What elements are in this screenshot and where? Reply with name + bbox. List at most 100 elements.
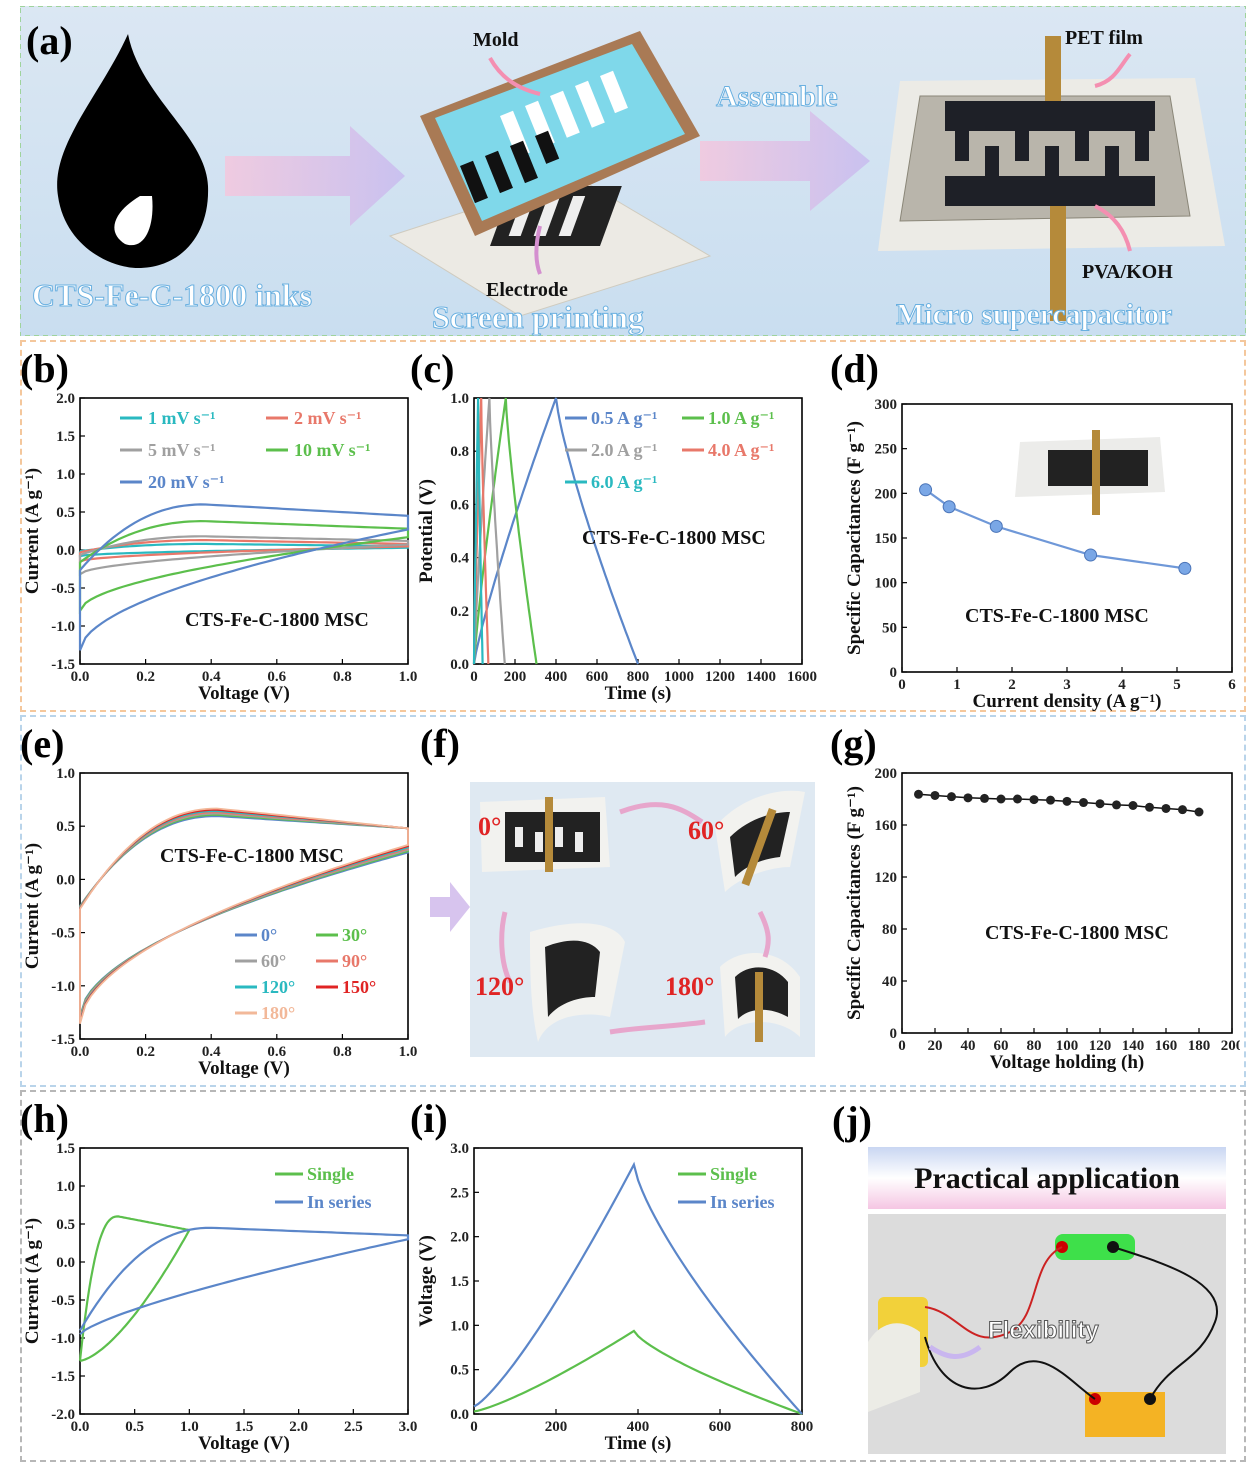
panel-j: (j) Practical application Flexibility bbox=[832, 1098, 1226, 1454]
y-tick-label: 2.0 bbox=[56, 391, 75, 407]
x-tick-label: 1400 bbox=[746, 669, 776, 685]
y-tick-label: 0.0 bbox=[450, 657, 469, 673]
y-axis-label: Voltage (V) bbox=[416, 1235, 437, 1327]
electrode-label: Electrode bbox=[486, 279, 568, 301]
data-point bbox=[1029, 795, 1039, 805]
x-tick-label: 3 bbox=[1063, 677, 1071, 693]
x-axis-label: Time (s) bbox=[605, 683, 672, 704]
x-axis-label: Voltage (V) bbox=[198, 1433, 290, 1454]
chart-c: (c) 0 200 400 600 800 1000 1200 1400 1600 0.0 0.2 0.… bbox=[410, 346, 817, 704]
arrow-to-assembly bbox=[700, 111, 870, 211]
x-tick-label: 2.0 bbox=[289, 1419, 308, 1435]
chart-b: (b) 0.0 0.2 0.4 0.6 0.8 1.0 -1.5 -1.0 -0.5 0.0 0.5 1… bbox=[20, 346, 417, 704]
y-tick-label: 0.0 bbox=[56, 872, 75, 888]
x-tick-label: 0.8 bbox=[333, 1044, 352, 1060]
data-point bbox=[1079, 798, 1088, 808]
x-tick-label: 200 bbox=[545, 1419, 568, 1435]
x-tick-label: 1.5 bbox=[235, 1419, 254, 1435]
x-tick-label: 200 bbox=[504, 669, 527, 685]
x-tick-label: 1 bbox=[953, 677, 961, 693]
x-tick-label: 0.4 bbox=[202, 1044, 221, 1060]
y-tick-label: 0.4 bbox=[450, 551, 469, 567]
x-tick-label: 0.6 bbox=[267, 669, 286, 685]
screen-printing-illustration bbox=[388, 31, 712, 317]
x-tick-label: 5 bbox=[1173, 677, 1181, 693]
panel-c-label: (c) bbox=[410, 346, 454, 391]
x-tick-label: 120 bbox=[1089, 1038, 1112, 1054]
angle-120: 120° bbox=[475, 972, 524, 1001]
y-tick-label: 1.0 bbox=[56, 1179, 75, 1195]
chart-h: (h) 0.0 0.5 1.0 1.5 2.0 2.5 3.0 -2.0 -1.5 -1.0 -0.5… bbox=[20, 1096, 417, 1454]
legend-entry: 60° bbox=[261, 951, 286, 971]
legend-entry: 1.0 A g⁻¹ bbox=[708, 408, 774, 428]
data-point bbox=[980, 793, 989, 803]
black-wire-2 bbox=[1112, 1246, 1218, 1400]
y-axis-label: Current (A g⁻¹) bbox=[22, 468, 43, 594]
legend-entry: Single bbox=[307, 1164, 354, 1184]
device-flat bbox=[480, 797, 610, 872]
mold-label: Mold bbox=[473, 29, 519, 51]
pva-koh-label: PVA/KOH bbox=[1082, 261, 1173, 283]
x-tick-label: 0 bbox=[470, 669, 478, 685]
x-axis-label: Time (s) bbox=[605, 1433, 672, 1454]
data-point bbox=[989, 519, 1003, 533]
plot-frame bbox=[473, 1147, 803, 1415]
x-tick-label: 0 bbox=[898, 1038, 906, 1054]
y-tick-label: 0 bbox=[890, 665, 898, 681]
legend-entry: In series bbox=[307, 1192, 372, 1212]
arrow-to-printing bbox=[225, 126, 405, 226]
x-tick-label: 600 bbox=[586, 669, 609, 685]
x-tick-label: 1200 bbox=[705, 669, 735, 685]
chart-annotation: CTS-Fe-C-1800 MSC bbox=[185, 609, 369, 631]
y-tick-label: 1.0 bbox=[450, 391, 469, 407]
x-tick-label: 2.5 bbox=[344, 1419, 363, 1435]
y-tick-label: 50 bbox=[882, 620, 897, 636]
data-point bbox=[1161, 803, 1171, 813]
legend-entry: 20 mV s⁻¹ bbox=[148, 472, 225, 492]
data-point bbox=[1084, 548, 1098, 562]
y-tick-label: -1.0 bbox=[51, 619, 75, 635]
data-point bbox=[1095, 799, 1105, 809]
stability-line bbox=[918, 793, 1200, 813]
x-axis-label: Voltage (V) bbox=[198, 683, 290, 704]
x-tick-label: 200 bbox=[1221, 1038, 1240, 1054]
panel-a-label: (a) bbox=[26, 18, 73, 63]
chart-annotation: CTS-Fe-C-1800 MSC bbox=[985, 922, 1169, 944]
practical-title: Practical application bbox=[914, 1162, 1180, 1195]
x-tick-label: 0.5 bbox=[125, 1419, 144, 1435]
x-axis-label: Voltage (V) bbox=[198, 1058, 290, 1079]
panel-f-label: (f) bbox=[420, 721, 460, 766]
pet-film-label: PET film bbox=[1065, 27, 1143, 49]
x-tick-label: 0.2 bbox=[136, 1044, 155, 1060]
data-point bbox=[996, 794, 1006, 804]
y-tick-label: -1.5 bbox=[51, 1369, 75, 1385]
led-board bbox=[1055, 1234, 1135, 1260]
legend-entry: 2 mV s⁻¹ bbox=[294, 408, 362, 428]
data-point bbox=[1046, 795, 1055, 805]
legend-entry: 180° bbox=[261, 1003, 295, 1023]
x-axis-label: Current density (A g⁻¹) bbox=[972, 691, 1161, 712]
y-tick-label: 150 bbox=[875, 531, 898, 547]
x-tick-label: 1000 bbox=[664, 669, 694, 685]
practical-title-box bbox=[868, 1147, 1226, 1209]
data-point bbox=[1013, 794, 1022, 804]
y-tick-label: -2.0 bbox=[51, 1407, 75, 1423]
legend-entry: 120° bbox=[261, 977, 295, 997]
cv-curve-3 bbox=[78, 519, 410, 615]
gcd-curve-0 bbox=[473, 1329, 803, 1416]
data-point bbox=[1112, 800, 1121, 810]
y-tick-label: -1.5 bbox=[51, 657, 75, 673]
device-bent-180 bbox=[720, 953, 800, 1042]
y-tick-label: -0.5 bbox=[51, 926, 75, 942]
data-point bbox=[1128, 801, 1138, 810]
panel-e-label: (e) bbox=[20, 721, 64, 766]
legend-entry: 4.0 A g⁻¹ bbox=[708, 440, 774, 460]
panel-g-label: (g) bbox=[830, 721, 877, 766]
y-tick-label: 3.0 bbox=[450, 1141, 469, 1157]
x-tick-label: 0.0 bbox=[71, 1419, 90, 1435]
y-axis-label: Current (A g⁻¹) bbox=[22, 843, 43, 969]
data-point bbox=[919, 483, 933, 497]
data-point bbox=[1178, 805, 1187, 815]
y-tick-label: 0.2 bbox=[450, 604, 469, 620]
data-point bbox=[942, 500, 956, 514]
